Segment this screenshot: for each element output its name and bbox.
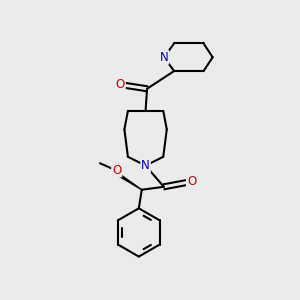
Text: O: O (116, 78, 125, 91)
Polygon shape (117, 173, 142, 190)
Text: N: N (160, 51, 168, 64)
Text: N: N (141, 159, 150, 172)
Text: O: O (187, 175, 196, 188)
Text: O: O (112, 164, 122, 176)
